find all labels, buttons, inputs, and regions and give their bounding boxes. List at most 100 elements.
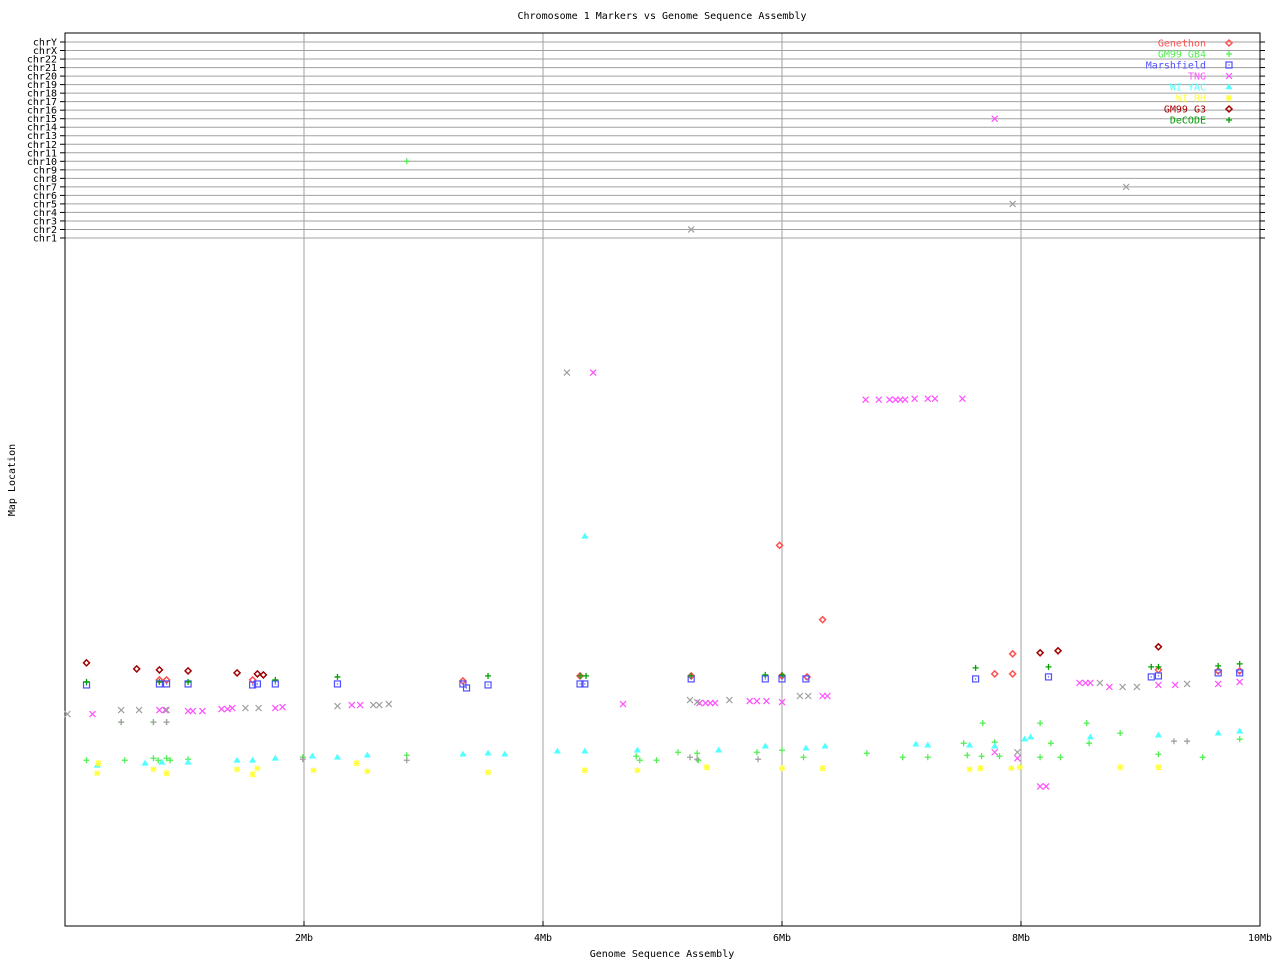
data-point bbox=[121, 757, 128, 764]
series-gm99-gb4 bbox=[83, 158, 1243, 764]
data-point bbox=[185, 678, 192, 685]
data-point bbox=[63, 710, 71, 718]
y-tick-label: chr1 bbox=[33, 234, 57, 245]
data-point bbox=[863, 750, 870, 757]
chart-title: Chromosome 1 Markers vs Genome Sequence … bbox=[518, 11, 807, 22]
legend-label: DeCODE bbox=[1170, 116, 1206, 127]
data-point bbox=[694, 750, 701, 757]
data-point bbox=[333, 753, 341, 760]
data-point bbox=[862, 396, 870, 404]
legend-label: GM99 GB4 bbox=[1158, 50, 1206, 61]
data-point bbox=[964, 752, 971, 759]
data-point bbox=[581, 532, 589, 539]
x-tick-label: 4Mb bbox=[534, 933, 552, 944]
data-point bbox=[924, 741, 932, 748]
data-point bbox=[1154, 672, 1163, 680]
data-point bbox=[150, 719, 157, 726]
data-point bbox=[1184, 738, 1191, 745]
data-point bbox=[249, 771, 256, 778]
data-point bbox=[755, 756, 762, 763]
data-point bbox=[1013, 748, 1021, 756]
y-tick-label: chr7 bbox=[33, 182, 57, 193]
data-point bbox=[581, 747, 589, 754]
data-point bbox=[1215, 662, 1222, 669]
y-tick-label: chrY bbox=[33, 38, 57, 49]
data-point bbox=[403, 752, 410, 759]
data-point bbox=[695, 757, 702, 764]
legend-marker bbox=[1224, 104, 1234, 114]
data-point bbox=[1117, 764, 1124, 771]
data-point bbox=[158, 758, 166, 765]
data-point bbox=[150, 766, 157, 773]
x-tick-label: 6Mb bbox=[773, 933, 791, 944]
data-point bbox=[375, 701, 383, 709]
data-point bbox=[1096, 679, 1104, 687]
data-point bbox=[687, 226, 695, 233]
data-point bbox=[779, 747, 785, 754]
data-point bbox=[653, 757, 660, 764]
data-point bbox=[155, 665, 164, 674]
data-point bbox=[333, 680, 342, 688]
data-point bbox=[1147, 673, 1155, 681]
data-point bbox=[1171, 681, 1179, 689]
data-point bbox=[959, 395, 966, 403]
data-point bbox=[1236, 669, 1244, 677]
data-point bbox=[802, 744, 810, 751]
y-tick-label: chr17 bbox=[27, 97, 57, 108]
data-point bbox=[1013, 754, 1021, 762]
data-point bbox=[711, 699, 719, 707]
data-point bbox=[875, 396, 883, 404]
series-wi-yac bbox=[93, 532, 1244, 768]
data-point bbox=[249, 756, 257, 763]
data-point bbox=[746, 697, 754, 705]
data-point bbox=[163, 706, 170, 714]
data-point bbox=[364, 768, 371, 775]
data-point bbox=[990, 669, 999, 678]
data-point bbox=[971, 675, 980, 683]
data-point bbox=[818, 615, 827, 624]
data-point bbox=[1083, 720, 1090, 727]
x-tick-label: 8Mb bbox=[1012, 933, 1030, 944]
data-point bbox=[141, 759, 149, 766]
y-axis-label: Map Location bbox=[7, 444, 18, 516]
data-point bbox=[233, 668, 242, 677]
data-point bbox=[1086, 679, 1094, 687]
data-point bbox=[403, 757, 410, 764]
data-point bbox=[1236, 727, 1244, 734]
series-marshfield bbox=[82, 669, 1244, 692]
y-tick-label: chr6 bbox=[33, 191, 57, 202]
data-point bbox=[725, 696, 733, 704]
legend-marker bbox=[1225, 61, 1233, 69]
data-point bbox=[886, 396, 893, 404]
data-point bbox=[161, 706, 169, 714]
data-point bbox=[163, 719, 170, 726]
data-point bbox=[1008, 669, 1017, 678]
data-point bbox=[462, 684, 471, 692]
y-tick-label: chr18 bbox=[27, 89, 57, 100]
data-point bbox=[1148, 663, 1155, 670]
data-point bbox=[95, 760, 102, 767]
data-point bbox=[1047, 740, 1054, 747]
data-point bbox=[931, 395, 939, 403]
data-point bbox=[272, 676, 279, 683]
legend-marker bbox=[1224, 38, 1234, 48]
data-point bbox=[1042, 782, 1050, 790]
data-point bbox=[248, 675, 257, 684]
data-point bbox=[966, 741, 974, 748]
y-tick-label: chr12 bbox=[27, 140, 57, 151]
data-point bbox=[155, 757, 162, 764]
data-point bbox=[254, 765, 261, 772]
data-point bbox=[1008, 649, 1017, 658]
data-points bbox=[63, 115, 1244, 790]
series-decode bbox=[83, 660, 1243, 685]
data-point bbox=[1133, 683, 1141, 691]
legend-label: WI RH bbox=[1176, 94, 1206, 105]
data-point bbox=[912, 740, 920, 747]
data-point bbox=[1214, 669, 1222, 677]
data-point bbox=[553, 747, 561, 754]
data-point bbox=[991, 742, 999, 749]
data-point bbox=[563, 369, 571, 377]
data-point bbox=[1119, 683, 1126, 691]
data-point bbox=[966, 766, 973, 773]
data-point bbox=[299, 756, 306, 763]
